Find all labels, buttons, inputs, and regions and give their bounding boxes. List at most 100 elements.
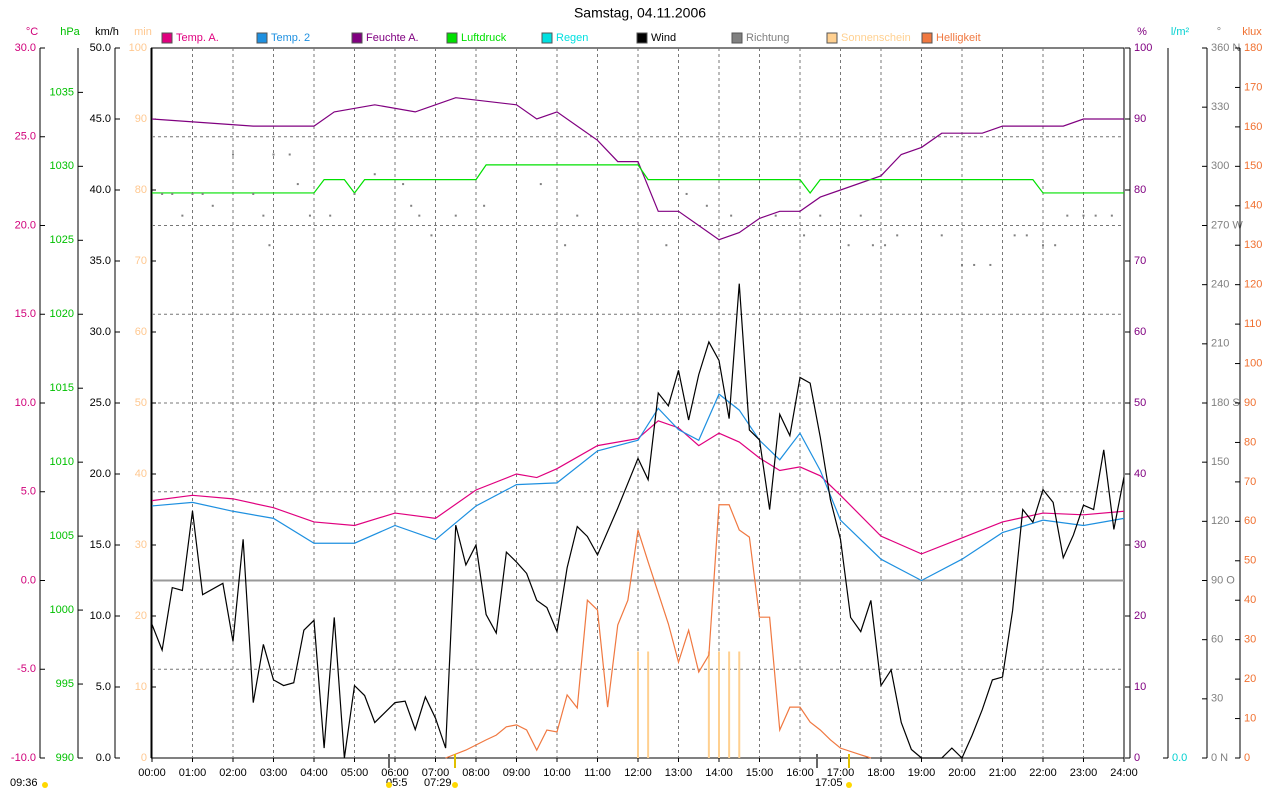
x-tick-label: 24:00 <box>1110 767 1138 779</box>
y-tick-label: 30 <box>1134 539 1146 551</box>
direction-dot <box>308 214 311 217</box>
axis-unit: hPa <box>60 26 80 38</box>
axis-unit: °C <box>26 26 38 38</box>
direction-dot <box>288 153 291 156</box>
y-tick-label: 120 <box>1211 515 1229 527</box>
y-tick-label: 40 <box>135 468 147 480</box>
direction-dot <box>268 244 271 247</box>
y-tick-label: 25.0 <box>90 397 111 409</box>
x-tick-label: 21:00 <box>989 767 1017 779</box>
y-tick-label: 5.0 <box>96 681 111 693</box>
legend-swatch <box>161 32 173 44</box>
direction-dot <box>859 214 862 217</box>
direction-dot <box>329 214 332 217</box>
y-tick-label: 10 <box>135 681 147 693</box>
y-tick-label: 40.0 <box>90 184 111 196</box>
direction-dot <box>1066 214 1069 217</box>
y-tick-label: 1020 <box>50 308 74 320</box>
direction-dot <box>353 192 356 195</box>
y-tick-label: 170 <box>1244 81 1262 93</box>
direction-dot <box>940 234 943 237</box>
legend-swatch <box>921 32 933 44</box>
y-tick-label: 70 <box>135 255 147 267</box>
sunshine-bar <box>738 651 741 758</box>
direction-dot <box>576 214 579 217</box>
direction-dot <box>961 263 963 266</box>
y-tick-label: 50 <box>135 397 147 409</box>
direction-dot <box>774 214 777 217</box>
legend-label: Luftdruck <box>461 32 507 44</box>
direction-dot <box>402 183 405 186</box>
y-tick-label: 10.0 <box>90 610 111 622</box>
direction-dot <box>730 214 733 217</box>
x-tick-label: 18:00 <box>867 767 895 779</box>
series-line <box>151 97 1124 241</box>
y-tick-label: 50 <box>1244 555 1256 567</box>
sunshine-bar <box>637 651 639 758</box>
direction-dot <box>262 214 265 217</box>
x-tick-label: 17:00 <box>827 767 855 779</box>
legend-label: Feuchte A. <box>366 32 419 44</box>
direction-dot <box>705 204 708 207</box>
y-tick-label: 60 <box>135 326 147 338</box>
y-tick-label: 90 O <box>1211 574 1235 586</box>
x-tick-label: 08:00 <box>462 767 490 779</box>
x-tick-label: 22:00 <box>1029 767 1057 779</box>
legend-label: Wind <box>651 32 676 44</box>
direction-dot <box>1082 214 1085 217</box>
x-tick-label: 11:00 <box>584 767 611 779</box>
y-tick-label: 20.0 <box>90 468 111 480</box>
direction-dot <box>296 183 299 186</box>
y-tick-label: 30.0 <box>90 326 111 338</box>
axis-unit: % <box>1137 26 1147 38</box>
series-line <box>151 393 1125 582</box>
direction-dot <box>171 192 174 195</box>
y-tick-label: 160 <box>1244 121 1262 133</box>
y-tick-label: 1035 <box>50 86 74 98</box>
y-tick-label: 80 <box>1134 184 1146 196</box>
series-line <box>151 420 1125 555</box>
legend-swatch <box>731 32 743 44</box>
y-tick-label: 1025 <box>50 234 74 246</box>
y-tick-label: 120 <box>1244 279 1262 291</box>
y-tick-label: 10 <box>1134 681 1146 693</box>
y-tick-label: 70 <box>1244 476 1256 488</box>
x-tick-label: 09:00 <box>503 767 531 779</box>
sunshine-bar <box>647 651 650 758</box>
axis-unit: klux <box>1242 26 1262 38</box>
direction-dot <box>181 214 184 217</box>
direction-dot <box>989 263 992 266</box>
y-tick-label: 150 <box>1211 456 1229 468</box>
y-tick-label: 0.0 <box>21 574 36 586</box>
y-tick-label: 0.0 <box>1172 752 1187 764</box>
x-tick-label: 14:00 <box>705 767 733 779</box>
sun-marker <box>452 782 458 788</box>
y-tick-label: 1000 <box>50 604 74 616</box>
direction-dot <box>803 234 806 237</box>
y-tick-label: 0 <box>1134 752 1140 764</box>
y-tick-label: 10 <box>1244 712 1256 724</box>
series-line <box>445 504 872 759</box>
y-tick-label: 90 <box>135 113 147 125</box>
x-tick-label: 01:00 <box>179 767 207 779</box>
y-tick-label: 40 <box>1134 468 1146 480</box>
legend-label: Richtung <box>746 32 789 44</box>
direction-dot <box>1054 244 1057 247</box>
legend-swatch <box>826 32 838 44</box>
direction-dot <box>272 153 275 156</box>
direction-dot <box>665 244 668 247</box>
y-tick-label: 240 <box>1211 279 1229 291</box>
direction-dot <box>252 192 255 195</box>
series-line <box>152 164 1124 194</box>
x-tick-label: 15:00 <box>746 767 774 779</box>
legend-label: Temp. A. <box>176 32 219 44</box>
y-tick-label: 20.0 <box>15 219 36 231</box>
direction-dot <box>564 244 567 247</box>
x-tick-label: 06:00 <box>381 767 409 779</box>
x-tick-label: 12:00 <box>624 767 652 779</box>
direction-dot <box>430 234 433 237</box>
y-tick-label: 180 <box>1244 42 1262 54</box>
direction-dot <box>819 214 822 217</box>
y-tick-label: 30 <box>1211 693 1223 705</box>
x-tick-label: 13:00 <box>665 767 693 779</box>
